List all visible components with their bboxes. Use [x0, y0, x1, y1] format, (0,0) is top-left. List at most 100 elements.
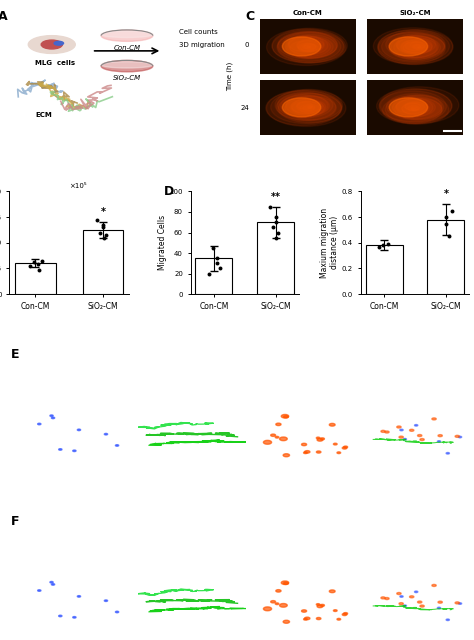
Circle shape	[329, 590, 335, 593]
Circle shape	[420, 438, 424, 440]
Bar	[367, 80, 463, 134]
Text: DAPI: DAPI	[70, 346, 91, 355]
Ellipse shape	[378, 29, 453, 65]
Ellipse shape	[307, 46, 311, 48]
Point	[213, 258, 220, 268]
Circle shape	[418, 435, 422, 436]
Circle shape	[59, 449, 62, 450]
Point	[445, 231, 452, 241]
Ellipse shape	[378, 29, 449, 63]
Text: Time (h): Time (h)	[227, 61, 233, 91]
Text: SiO₂-CM: SiO₂-CM	[13, 588, 18, 616]
Text: Con-CM: Con-CM	[293, 10, 323, 16]
Circle shape	[51, 584, 55, 585]
Ellipse shape	[389, 97, 433, 118]
Circle shape	[317, 438, 323, 441]
Circle shape	[73, 616, 76, 618]
Ellipse shape	[309, 106, 312, 108]
Ellipse shape	[394, 98, 442, 120]
Ellipse shape	[402, 103, 426, 114]
Text: DAPI: DAPI	[70, 513, 91, 522]
Circle shape	[281, 415, 289, 418]
Text: **: **	[271, 192, 281, 202]
Ellipse shape	[380, 87, 459, 124]
Point	[31, 257, 38, 268]
Ellipse shape	[277, 92, 333, 118]
Ellipse shape	[396, 99, 428, 114]
Ellipse shape	[391, 36, 438, 58]
Ellipse shape	[266, 29, 346, 65]
Point	[35, 259, 42, 269]
Point	[269, 222, 276, 232]
Point	[93, 214, 101, 225]
Point	[214, 253, 221, 263]
Circle shape	[337, 618, 341, 620]
Text: *: *	[443, 189, 448, 199]
Circle shape	[50, 582, 53, 583]
Circle shape	[276, 589, 281, 592]
Circle shape	[281, 581, 289, 584]
Circle shape	[410, 596, 414, 598]
Ellipse shape	[277, 31, 345, 63]
Circle shape	[316, 604, 320, 605]
Text: F: F	[11, 515, 19, 527]
Circle shape	[280, 437, 287, 441]
Point	[216, 263, 224, 273]
Text: E: E	[11, 348, 19, 361]
Ellipse shape	[287, 36, 330, 57]
Ellipse shape	[303, 106, 315, 111]
Circle shape	[303, 452, 307, 454]
Circle shape	[271, 600, 275, 603]
Ellipse shape	[278, 93, 342, 123]
Point	[272, 232, 280, 243]
Circle shape	[455, 602, 459, 604]
Ellipse shape	[276, 93, 336, 120]
Point	[375, 241, 383, 252]
Circle shape	[329, 424, 335, 426]
Circle shape	[116, 445, 118, 446]
Ellipse shape	[379, 91, 447, 122]
Circle shape	[458, 603, 462, 604]
Ellipse shape	[272, 28, 347, 63]
Ellipse shape	[300, 104, 319, 113]
Circle shape	[385, 431, 389, 433]
Ellipse shape	[290, 41, 322, 55]
Point	[38, 255, 46, 266]
Circle shape	[397, 593, 401, 595]
Text: Vimentin: Vimentin	[173, 513, 211, 522]
Ellipse shape	[386, 31, 445, 58]
Ellipse shape	[413, 44, 420, 48]
Ellipse shape	[283, 98, 321, 117]
Ellipse shape	[290, 99, 326, 116]
Ellipse shape	[401, 40, 429, 53]
Circle shape	[418, 601, 422, 603]
Ellipse shape	[297, 39, 324, 52]
Circle shape	[283, 620, 290, 623]
Text: Vimentin: Vimentin	[173, 346, 211, 355]
Point	[99, 220, 107, 230]
Circle shape	[415, 591, 418, 593]
Text: Con-CM: Con-CM	[13, 369, 18, 396]
Ellipse shape	[278, 31, 337, 59]
Text: *: *	[100, 207, 106, 217]
Ellipse shape	[298, 43, 318, 52]
Circle shape	[420, 605, 424, 607]
Ellipse shape	[308, 106, 315, 109]
Circle shape	[305, 451, 310, 453]
Ellipse shape	[285, 35, 337, 58]
Circle shape	[37, 423, 41, 425]
Text: 24: 24	[240, 105, 249, 111]
Circle shape	[458, 436, 462, 438]
Ellipse shape	[386, 93, 442, 119]
Point	[274, 227, 282, 237]
Point	[442, 218, 450, 228]
Y-axis label: Maxium migration
distance (μm): Maxium migration distance (μm)	[319, 208, 339, 278]
Ellipse shape	[28, 36, 75, 53]
Ellipse shape	[288, 36, 324, 52]
Ellipse shape	[418, 47, 421, 49]
Ellipse shape	[101, 31, 153, 38]
Ellipse shape	[296, 101, 320, 112]
Ellipse shape	[302, 45, 310, 49]
Text: C: C	[245, 10, 254, 23]
Ellipse shape	[401, 40, 432, 54]
